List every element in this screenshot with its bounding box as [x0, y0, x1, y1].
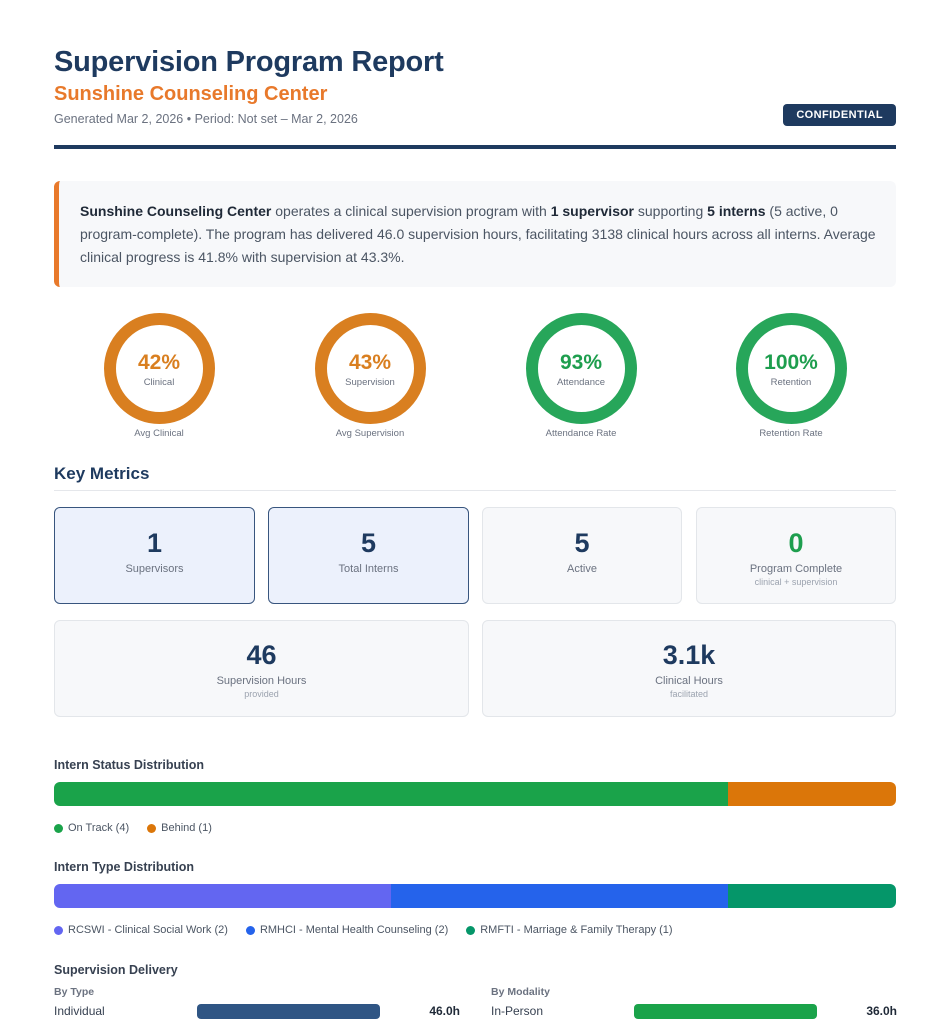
confidential-badge: CONFIDENTIAL	[783, 104, 896, 126]
ring-avg-supervision: 43% Supervision Avg Supervision	[300, 313, 440, 439]
metric-label: Clinical Hours	[655, 675, 723, 687]
metric-sublabel: facilitated	[669, 689, 709, 699]
legend-on-track: On Track (4)	[54, 822, 129, 834]
ring-caption: Avg Clinical	[134, 428, 184, 439]
status-distribution-bar	[54, 782, 896, 806]
key-metrics-heading: Key Metrics	[54, 464, 150, 483]
ring-value: 42%	[137, 350, 181, 374]
ring-value: 43%	[348, 350, 392, 374]
status-distribution-heading: Intern Status Distribution	[54, 758, 204, 772]
summary-text: (5 active, 0 program-complete). The prog…	[80, 203, 876, 265]
delivery-subheading: By Modality	[491, 986, 550, 998]
report-meta: Generated Mar 2, 2026 • Period: Not set …	[54, 112, 358, 126]
ring-circle: 93% Attendance	[525, 313, 637, 424]
summary-text: operates a clinical supervision program …	[271, 203, 551, 219]
metric-value: 0	[788, 528, 804, 558]
metric-value: 5	[574, 528, 590, 558]
legend-label: RMFTI - Marriage & Family Therapy (1)	[480, 924, 673, 936]
executive-summary: Sunshine Counseling Center operates a cl…	[54, 181, 896, 287]
summary-supervisors: 1 supervisor	[550, 203, 634, 219]
header-divider	[54, 145, 896, 149]
delivery-label: Individual	[54, 1004, 105, 1018]
legend-rmfti: RMFTI - Marriage & Family Therapy (1)	[466, 924, 673, 936]
segment-on-track	[54, 782, 728, 806]
segment-behind	[727, 782, 896, 806]
segment-rcswi	[54, 884, 391, 908]
ring-inner-label: Clinical	[143, 376, 175, 388]
delivery-bar	[197, 1004, 380, 1019]
ring-retention-rate: 100% Retention Retention Rate	[721, 313, 861, 439]
metric-card-active: 5 Active	[482, 507, 682, 604]
summary-text: supporting	[633, 203, 708, 219]
summary-org: Sunshine Counseling Center	[80, 203, 272, 219]
summary-interns: 5 interns	[707, 203, 766, 219]
metric-card-supervision-hours: 46 Supervision Hours provided	[54, 620, 469, 717]
delivery-by-type: By Type Individual 46.0h	[54, 986, 460, 1022]
supervision-delivery-heading: Supervision Delivery	[54, 963, 178, 977]
metric-card-total-interns: 5 Total Interns	[268, 507, 469, 604]
metric-value: 3.1k	[662, 640, 716, 670]
section-divider	[54, 490, 896, 491]
organization-name: Sunshine Counseling Center	[54, 83, 328, 105]
metric-label: Supervisors	[125, 563, 184, 575]
delivery-value: 46.0h	[429, 1004, 460, 1018]
delivery-by-modality: By Modality In-Person 36.0h	[491, 986, 897, 1022]
delivery-value: 36.0h	[866, 1004, 897, 1018]
ring-circle: 100% Retention	[735, 313, 847, 424]
metric-value: 1	[146, 528, 163, 558]
legend-dot-icon	[466, 925, 476, 935]
ring-value: 100%	[764, 350, 818, 374]
legend-label: RCSWI - Clinical Social Work (2)	[68, 924, 228, 936]
ring-inner-label: Attendance	[556, 376, 606, 388]
ring-caption: Avg Supervision	[335, 428, 405, 439]
type-distribution-bar	[54, 884, 896, 908]
metric-card-supervisors: 1 Supervisors	[54, 507, 255, 604]
ring-attendance-rate: 93% Attendance Attendance Rate	[511, 313, 651, 439]
metric-sublabel: clinical + supervision	[754, 577, 838, 587]
type-legend: RCSWI - Clinical Social Work (2) RMHCI -…	[54, 924, 673, 936]
delivery-subheading: By Type	[54, 986, 95, 998]
delivery-bar	[634, 1004, 817, 1019]
legend-behind: Behind (1)	[147, 822, 212, 834]
metric-label: Active	[567, 563, 597, 575]
metric-value: 46	[246, 640, 277, 670]
segment-rmhci	[390, 884, 728, 908]
legend-label: Behind (1)	[161, 822, 212, 834]
progress-rings: 42% Clinical Avg Clinical 43% Supervisio…	[54, 313, 896, 443]
delivery-row-in-person: In-Person 36.0h	[491, 1002, 897, 1022]
legend-label: RMHCI - Mental Health Counseling (2)	[259, 924, 449, 936]
legend-dot-icon	[54, 823, 63, 833]
status-legend: On Track (4) Behind (1)	[54, 822, 212, 834]
legend-dot-icon	[245, 925, 255, 935]
ring-caption: Attendance Rate	[545, 428, 617, 439]
metric-value: 5	[360, 528, 377, 558]
legend-label: On Track (4)	[68, 822, 130, 834]
metric-card-program-complete: 0 Program Complete clinical + supervisio…	[696, 507, 896, 604]
ring-inner-label: Retention	[770, 376, 812, 388]
metric-sublabel: provided	[244, 689, 279, 699]
report-title: Supervision Program Report	[54, 46, 444, 78]
ring-circle: 43% Supervision	[314, 313, 426, 424]
legend-dot-icon	[54, 925, 63, 935]
ring-avg-clinical: 42% Clinical Avg Clinical	[89, 313, 229, 439]
ring-inner-label: Supervision	[345, 376, 395, 388]
metric-card-clinical-hours: 3.1k Clinical Hours facilitated	[482, 620, 896, 717]
legend-rcswi: RCSWI - Clinical Social Work (2)	[54, 924, 228, 936]
delivery-row-individual: Individual 46.0h	[54, 1002, 460, 1022]
metric-label: Supervision Hours	[216, 675, 307, 687]
delivery-label: In-Person	[491, 1004, 544, 1018]
legend-rmhci: RMHCI - Mental Health Counseling (2)	[245, 924, 449, 936]
ring-caption: Retention Rate	[759, 428, 823, 439]
ring-circle: 42% Clinical	[103, 313, 215, 424]
ring-value: 93%	[559, 350, 603, 374]
segment-rmfti	[727, 884, 896, 908]
metric-label: Total Interns	[338, 563, 399, 575]
metric-label: Program Complete	[749, 563, 843, 575]
legend-dot-icon	[147, 823, 157, 833]
type-distribution-heading: Intern Type Distribution	[54, 860, 195, 874]
